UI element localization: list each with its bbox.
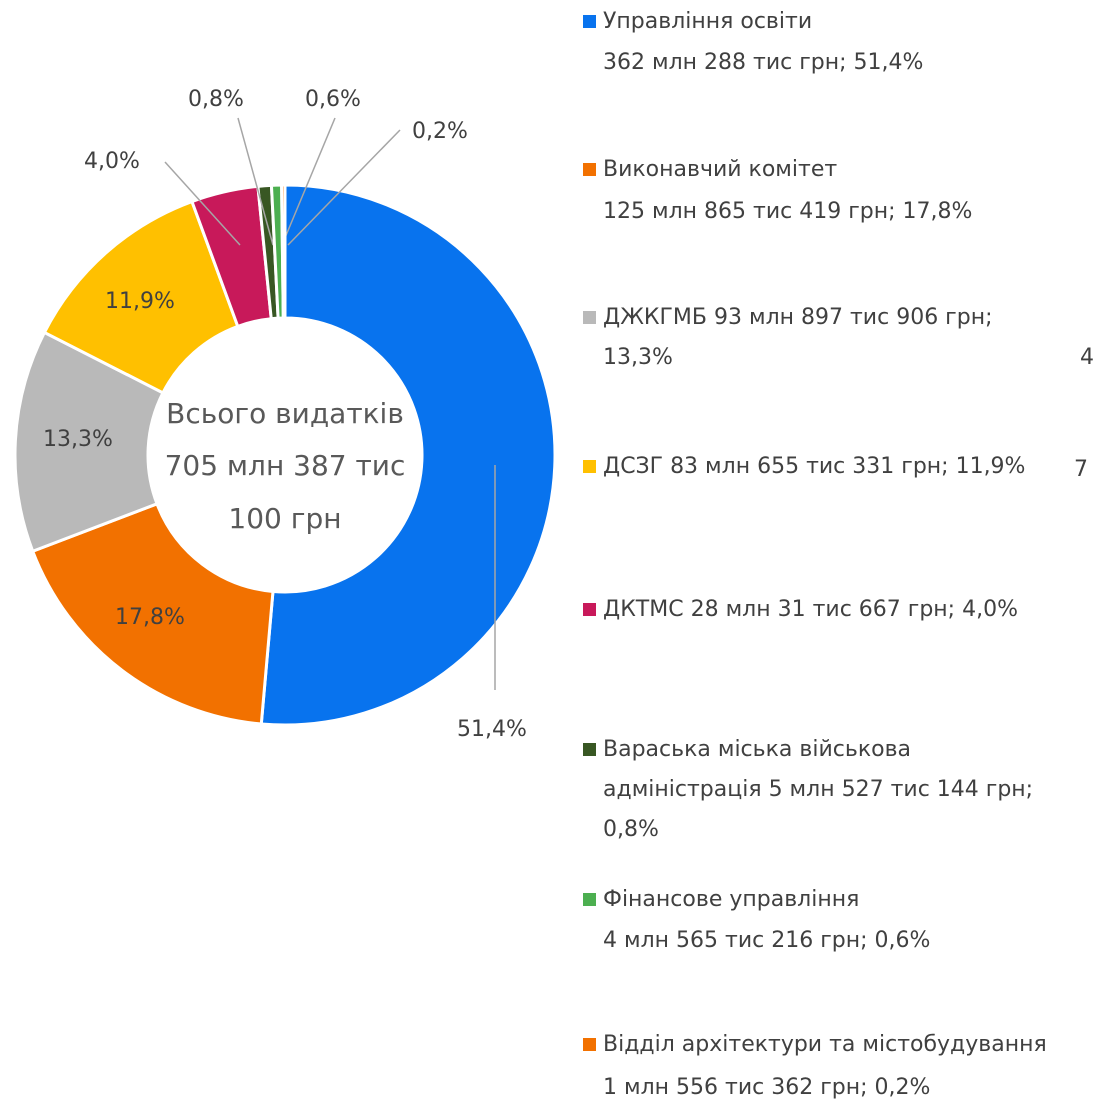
donut-slice bbox=[280, 183, 287, 320]
legend-swatch bbox=[583, 163, 596, 176]
legend-label: 125 млн 865 тис 419 грн; 17,8% bbox=[603, 199, 972, 224]
leader-line bbox=[287, 129, 401, 246]
legend-swatch bbox=[583, 311, 596, 324]
legend-label: 0,8% bbox=[603, 817, 659, 842]
donut-slice bbox=[13, 330, 165, 554]
data-label: 17,8% bbox=[115, 605, 185, 630]
donut-slice bbox=[259, 183, 557, 727]
leader-line bbox=[281, 117, 336, 246]
legend-label: 13,3% bbox=[603, 345, 673, 370]
legend-label: 4 млн 565 тис 216 грн; 0,6% bbox=[603, 928, 930, 953]
leader-line bbox=[164, 161, 241, 246]
center-text: 705 млн 387 тис bbox=[165, 449, 406, 482]
data-label: 0,2% bbox=[412, 119, 468, 144]
data-label: 0,8% bbox=[188, 87, 244, 112]
legend-swatch bbox=[583, 603, 596, 616]
legend-label: ДКТМС 28 млн 31 тис 667 грн; 4,0% bbox=[603, 597, 1018, 622]
legend-label: адміністрація 5 млн 527 тис 144 грн; bbox=[603, 777, 1033, 802]
legend-label: 362 млн 288 тис грн; 51,4% bbox=[603, 50, 923, 75]
legend-label: ДСЗГ 83 млн 655 тис 331 грн; 11,9% bbox=[603, 454, 1025, 479]
legend-swatch bbox=[583, 893, 596, 906]
legend-label: Відділ архітектури та містобудування bbox=[603, 1032, 1047, 1057]
annotation: 7 bbox=[1074, 457, 1088, 482]
legend-swatch bbox=[583, 460, 596, 473]
donut-slice bbox=[30, 501, 275, 726]
data-label: 4,0% bbox=[84, 149, 140, 174]
center-text: 100 грн bbox=[228, 502, 341, 535]
data-label: 0,6% bbox=[305, 87, 361, 112]
legend-label: ДЖКГМБ 93 млн 897 тис 906 грн; bbox=[603, 305, 993, 330]
annotation: 4 bbox=[1080, 345, 1094, 370]
legend-label: Фінансове управління bbox=[603, 887, 859, 912]
legend-swatch bbox=[583, 15, 596, 28]
legend-swatch bbox=[583, 743, 596, 756]
legend-label: Вараська міська військова bbox=[603, 737, 911, 762]
data-label: 51,4% bbox=[457, 717, 527, 742]
data-label: 11,9% bbox=[105, 289, 175, 314]
leader-line bbox=[237, 117, 274, 246]
data-label: 13,3% bbox=[43, 427, 113, 452]
legend-label: Управління освіти bbox=[603, 9, 812, 34]
legend-label: 1 млн 556 тис 362 грн; 0,2% bbox=[603, 1075, 930, 1099]
center-text: Всього видатків bbox=[166, 397, 404, 430]
legend-swatch bbox=[583, 1038, 596, 1051]
legend-label: Виконавчий комітет bbox=[603, 157, 837, 182]
